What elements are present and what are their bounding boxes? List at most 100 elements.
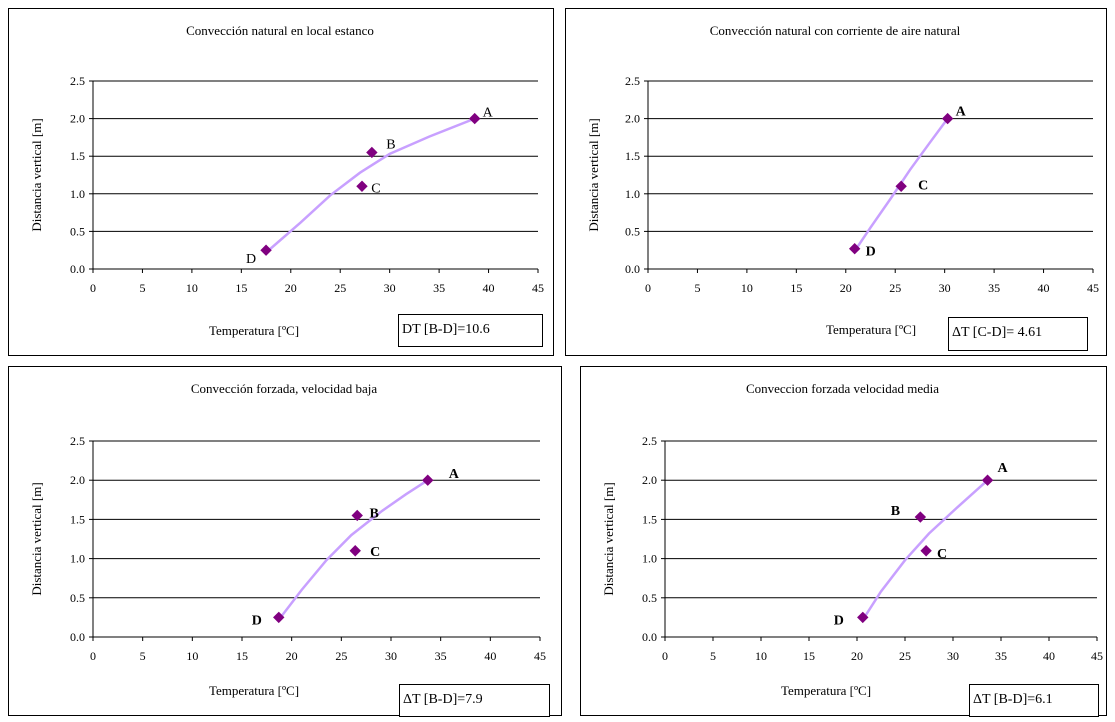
- x-axis-label: Temperatura [ºC]: [209, 683, 299, 698]
- x-tick-label: 35: [433, 281, 445, 295]
- y-tick-label: 0.0: [642, 630, 657, 644]
- y-tick-label: 2.5: [70, 74, 85, 88]
- y-tick-label: 0.0: [70, 630, 85, 644]
- y-axis-label: Distancia vertical [m]: [586, 118, 601, 231]
- y-tick-label: 1.0: [642, 552, 657, 566]
- point-label-D: D: [834, 613, 844, 628]
- x-tick-label: 25: [889, 281, 901, 295]
- y-tick-label: 0.5: [642, 591, 657, 605]
- x-tick-label: 5: [694, 281, 700, 295]
- x-tick-label: 0: [645, 281, 651, 295]
- data-point-A: [422, 474, 434, 486]
- x-tick-label: 15: [235, 281, 247, 295]
- data-point-C: [895, 180, 907, 192]
- point-label-B: B: [891, 504, 900, 519]
- x-tick-label: 25: [899, 649, 911, 663]
- x-axis-label: Temperatura [ºC]: [209, 323, 299, 338]
- x-axis-label: Temperatura [ºC]: [781, 683, 871, 698]
- x-tick-label: 45: [534, 649, 546, 663]
- data-point-D: [857, 611, 869, 624]
- y-tick-label: 0.5: [70, 224, 85, 238]
- data-point-C: [920, 545, 932, 557]
- chart-title: Convección natural en local estanco: [186, 23, 374, 38]
- x-tick-label: 40: [484, 649, 496, 663]
- y-tick-label: 2.5: [625, 74, 640, 88]
- trend-line: [265, 117, 476, 254]
- x-tick-label: 45: [1091, 649, 1103, 663]
- x-tick-label: 35: [995, 649, 1007, 663]
- x-tick-label: 5: [140, 649, 146, 663]
- x-tick-label: 25: [334, 281, 346, 295]
- x-tick-label: 40: [1043, 649, 1055, 663]
- trend-line: [277, 479, 429, 621]
- data-point-A: [941, 112, 954, 125]
- y-tick-label: 2.0: [70, 112, 85, 126]
- y-tick-label: 0.0: [625, 262, 640, 276]
- y-tick-label: 1.5: [70, 512, 85, 526]
- x-tick-label: 45: [1087, 281, 1099, 295]
- point-label-A: A: [956, 105, 967, 120]
- x-tick-label: 0: [662, 649, 668, 663]
- point-label-B: B: [386, 137, 395, 152]
- x-tick-label: 10: [755, 649, 767, 663]
- trend-line: [861, 479, 989, 621]
- chart-svg-1: Convección natural en local estanco 0.0 0.…: [29, 23, 544, 338]
- x-tick-label: 25: [335, 649, 347, 663]
- chart-title: Conveccion forzada velocidad media: [746, 381, 939, 396]
- data-point-D: [273, 611, 285, 624]
- chart-panel-1: Convección natural en local estanco 0.0 0.…: [8, 8, 554, 356]
- x-tick-label: 10: [186, 281, 198, 295]
- data-point-C: [356, 180, 368, 192]
- y-tick-label: 0.5: [625, 224, 640, 238]
- x-tick-label: 10: [741, 281, 753, 295]
- y-tick-label: 1.0: [70, 552, 85, 566]
- point-label-A: A: [449, 467, 460, 482]
- y-axis-label: Distancia vertical [m]: [29, 482, 44, 595]
- chart-svg-3: Convección forzada, velocidad baja 0.0 0.5…: [29, 381, 546, 698]
- point-label-D: D: [252, 613, 262, 628]
- x-tick-label: 30: [947, 649, 959, 663]
- x-tick-label: 0: [90, 649, 96, 663]
- delta-box-2: ΔT [C-D]= 4.61: [948, 317, 1088, 351]
- chart-svg-2: Convección natural con corriente de aire…: [586, 23, 1099, 337]
- y-tick-label: 2.5: [70, 434, 85, 448]
- data-point-D: [848, 242, 861, 255]
- data-point-A: [981, 474, 994, 486]
- x-tick-label: 15: [803, 649, 815, 663]
- x-tick-label: 35: [988, 281, 1000, 295]
- y-tick-label: 2.5: [642, 434, 657, 448]
- chart-panel-3: Convección forzada, velocidad baja 0.0 0.5…: [8, 366, 562, 717]
- x-tick-label: 30: [384, 281, 396, 295]
- chart-title: Convección forzada, velocidad baja: [191, 381, 377, 396]
- x-tick-label: 10: [186, 649, 198, 663]
- y-tick-label: 1.5: [642, 512, 657, 526]
- point-label-C: C: [937, 547, 947, 562]
- x-tick-label: 20: [851, 649, 863, 663]
- point-label-C: C: [918, 178, 928, 193]
- y-tick-label: 1.5: [625, 149, 640, 163]
- delta-box-3: ΔT [B-D]=7.9: [399, 684, 550, 717]
- data-point-D: [260, 244, 272, 256]
- point-label-C: C: [371, 181, 380, 196]
- x-tick-label: 35: [435, 649, 447, 663]
- delta-box-1: DT [B-D]=10.6: [398, 314, 543, 347]
- x-tick-label: 0: [90, 281, 96, 295]
- x-tick-label: 30: [939, 281, 951, 295]
- x-tick-label: 20: [840, 281, 852, 295]
- x-tick-label: 15: [236, 649, 248, 663]
- x-tick-label: 40: [483, 281, 495, 295]
- x-tick-label: 20: [286, 649, 298, 663]
- y-tick-label: 1.0: [625, 187, 640, 201]
- chart-title: Convección natural con corriente de aire…: [710, 23, 961, 38]
- y-tick-label: 2.0: [642, 473, 657, 487]
- y-tick-label: 0.0: [70, 262, 85, 276]
- x-tick-label: 5: [710, 649, 716, 663]
- x-tick-label: 20: [285, 281, 297, 295]
- data-point-A: [469, 112, 481, 125]
- chart-svg-4: Conveccion forzada velocidad media 0.0 0.5…: [601, 381, 1103, 698]
- point-label-B: B: [370, 506, 379, 521]
- y-tick-label: 1.5: [70, 149, 85, 163]
- point-label-D: D: [866, 245, 876, 260]
- y-tick-label: 0.5: [70, 591, 85, 605]
- point-label-C: C: [370, 545, 380, 560]
